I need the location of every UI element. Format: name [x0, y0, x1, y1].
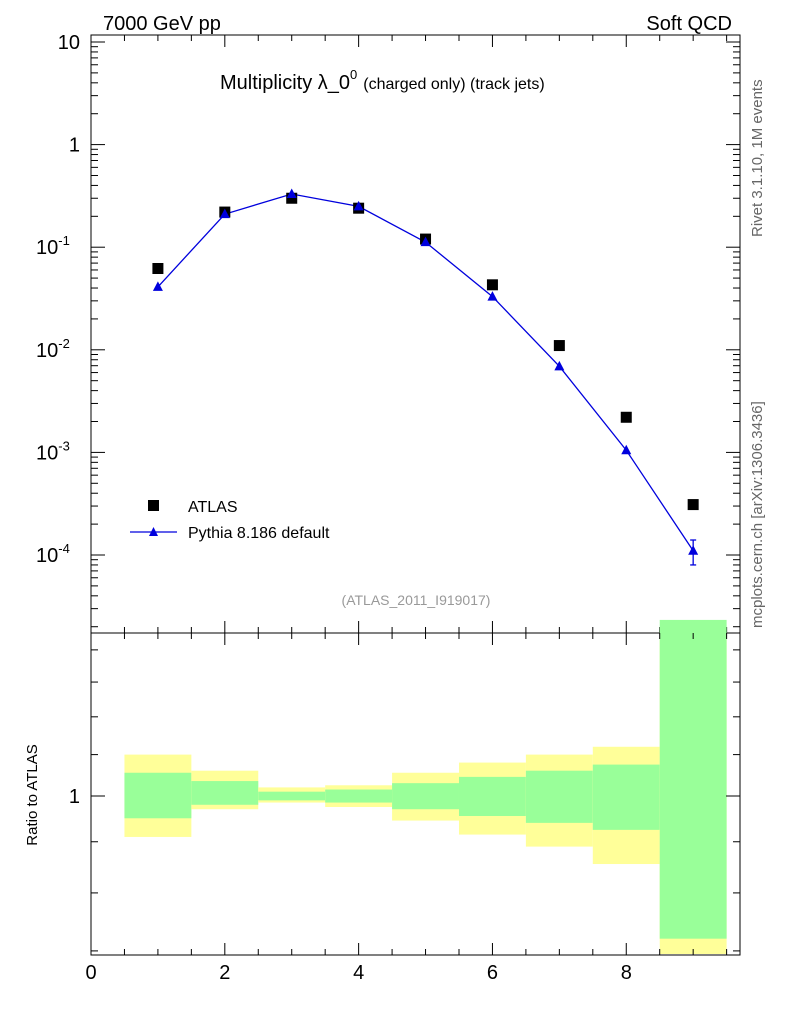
ratio-band-green	[325, 789, 393, 803]
ratio-ylabel: Ratio to ATLAS	[24, 744, 41, 845]
ratio-y-tick-label: 1	[69, 786, 80, 808]
data-point-pythia	[420, 236, 431, 247]
data-point-atlas	[286, 192, 298, 204]
ratio-plot-frame	[90, 632, 741, 956]
main-y-tick-label: 10	[58, 32, 80, 54]
series-line-pythia	[157, 193, 694, 552]
data-point-pythia	[487, 291, 498, 301]
main-y-tick-label: 10-4	[36, 541, 70, 567]
ratio-band-green	[258, 791, 326, 801]
ratio-band-green	[525, 770, 593, 823]
main-y-tick-labels: 10 1 10-1 10-2 10-3 10-4	[36, 32, 80, 567]
ratio-band-green	[191, 781, 259, 805]
x-tick-label: 2	[219, 962, 230, 984]
data-point-pythia	[554, 360, 565, 371]
data-point-pythia	[353, 200, 364, 211]
legend: ATLAS Pythia 8.186 default	[130, 499, 330, 542]
data-point-atlas	[553, 340, 565, 352]
series-lines	[157, 193, 694, 552]
main-y-tick-label: 10-3	[36, 438, 70, 464]
ratio-band-green	[124, 772, 192, 819]
data-point-atlas	[486, 279, 498, 291]
ratio-axis-ticks	[90, 633, 740, 955]
rivet-label: Rivet 3.1.10, 1M events	[749, 79, 766, 237]
legend-label-pythia: Pythia 8.186 default	[188, 525, 330, 542]
ratio-bands	[124, 619, 727, 954]
data-point-pythia	[219, 208, 230, 219]
data-point-pythia	[286, 188, 297, 199]
legend-label-atlas: ATLAS	[188, 499, 238, 516]
ratio-band-green	[592, 764, 660, 830]
main-y-tick-label: 10-2	[36, 336, 70, 362]
mcplots-label: mcplots.cern.ch [arXiv:1306.3436]	[749, 401, 766, 628]
main-axis-ticks	[90, 35, 740, 633]
ratio-tick-labels: 1 0 2 4 6 8	[69, 786, 632, 984]
x-tick-label: 6	[487, 962, 498, 984]
header-right: Soft QCD	[646, 13, 732, 35]
ratio-band-green	[659, 619, 727, 939]
legend-marker-atlas	[148, 500, 159, 511]
data-point-pythia	[152, 281, 163, 291]
ratio-band-green	[392, 783, 459, 810]
main-y-tick-label: 10-1	[36, 233, 70, 259]
chart-title-main: Multiplicity λ_0	[220, 72, 350, 94]
data-point-atlas	[687, 499, 699, 511]
x-tick-label: 4	[353, 962, 364, 984]
data-point-pythia	[688, 545, 699, 555]
chart-title-superscript: 0	[350, 67, 357, 82]
ratio-band-green	[458, 776, 526, 816]
data-point-atlas	[620, 411, 632, 423]
main-y-tick-label: 1	[69, 135, 80, 157]
series-points	[152, 188, 699, 566]
analysis-tag: (ATLAS_2011_I919017)	[342, 592, 491, 608]
data-point-atlas	[152, 263, 164, 275]
legend-marker-pythia	[149, 527, 158, 536]
x-tick-label: 8	[621, 962, 632, 984]
x-tick-label: 0	[85, 962, 96, 984]
chart-title-suffix: (charged only) (track jets)	[363, 76, 544, 93]
header-left: 7000 GeV pp	[103, 13, 221, 35]
data-point-pythia	[621, 444, 632, 455]
chart-title: Multiplicity λ_00 (charged only) (track j…	[220, 67, 545, 94]
main-plot-frame	[90, 34, 741, 634]
